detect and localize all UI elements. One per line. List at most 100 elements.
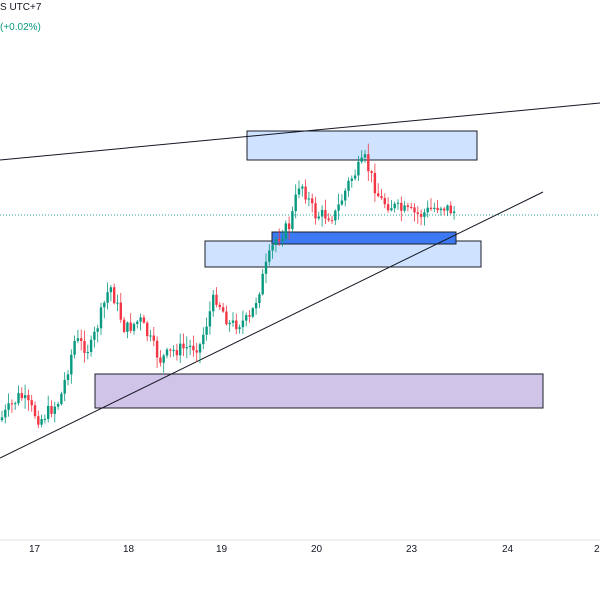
candle-body xyxy=(155,340,159,358)
candle-body xyxy=(337,204,340,211)
candle-body xyxy=(264,261,268,274)
candle-body xyxy=(311,198,314,204)
candle-body xyxy=(109,287,113,293)
candle-body xyxy=(413,207,416,213)
zones-layer xyxy=(94,130,544,409)
candle-body xyxy=(50,405,53,414)
candle-body xyxy=(202,334,205,345)
candle-body xyxy=(314,203,317,219)
candle-body xyxy=(284,223,287,239)
candle-body xyxy=(231,320,235,323)
x-tick-label: 17 xyxy=(29,544,41,555)
candle-body xyxy=(119,302,122,320)
candle-body xyxy=(238,327,241,330)
candle-body xyxy=(142,317,146,323)
candle-body xyxy=(274,238,278,246)
candle-body xyxy=(33,405,37,417)
candle-body xyxy=(416,212,419,214)
candle-body xyxy=(268,250,271,262)
candle-body xyxy=(162,355,165,363)
candle-body xyxy=(215,294,218,305)
candle-body xyxy=(386,204,390,211)
candle-body xyxy=(307,198,311,200)
candle-body xyxy=(83,340,86,353)
candle-body xyxy=(251,308,254,317)
candle-body xyxy=(363,154,367,158)
candle-body xyxy=(446,205,449,211)
candle-body xyxy=(406,205,410,207)
candle-body xyxy=(208,311,212,327)
candle-body xyxy=(139,317,142,322)
candle-body xyxy=(116,302,119,304)
candle-body xyxy=(324,209,327,219)
candle-body xyxy=(278,238,281,242)
candle-body xyxy=(330,220,334,222)
candle-body xyxy=(37,416,40,425)
demand-zone-purple[interactable] xyxy=(94,373,544,409)
candle-body xyxy=(383,198,386,205)
candle-body xyxy=(63,379,66,394)
candle-body xyxy=(113,287,116,304)
candle-body xyxy=(317,216,320,219)
candle-body xyxy=(291,211,294,230)
candle-body xyxy=(76,338,80,341)
candle-body xyxy=(344,190,347,201)
candle-body xyxy=(43,418,47,420)
candle-body xyxy=(347,180,350,191)
candle-body xyxy=(360,157,363,162)
candle-body xyxy=(281,238,284,242)
candle-body xyxy=(93,331,96,340)
candle-body xyxy=(4,409,7,418)
candle-body xyxy=(14,403,17,405)
candle-body xyxy=(241,320,245,328)
candle-body xyxy=(172,350,175,352)
x-tick-label: 19 xyxy=(216,544,228,555)
candle-body xyxy=(86,351,89,353)
candle-body xyxy=(66,374,70,380)
candle-body xyxy=(320,209,324,217)
x-tick-label: 23 xyxy=(406,544,418,555)
lower-trendline[interactable] xyxy=(0,191,544,459)
candle-body xyxy=(419,213,423,217)
candle-body xyxy=(17,393,20,404)
candle-body xyxy=(7,403,10,410)
candle-body xyxy=(20,393,23,399)
x-axis-labels: 17 18 19 20 23 24 2 xyxy=(29,544,600,555)
candle-body xyxy=(103,302,106,308)
candle-body xyxy=(175,350,179,356)
candle-body xyxy=(373,172,377,194)
candle-body xyxy=(377,193,380,197)
upper-trendline[interactable] xyxy=(0,102,600,161)
candle-body xyxy=(380,196,383,199)
x-tick-label: 2 xyxy=(594,544,600,555)
candle-body xyxy=(429,207,433,209)
candle-body xyxy=(449,205,452,214)
candle-body xyxy=(258,294,261,304)
candle-body xyxy=(129,322,132,331)
candle-body xyxy=(96,328,99,332)
demand-zone-dark[interactable] xyxy=(271,231,457,245)
candle-body xyxy=(169,349,172,351)
candle-body xyxy=(23,395,27,399)
demand-zone-mid[interactable] xyxy=(204,240,482,268)
candle-body xyxy=(73,340,76,355)
candle-body xyxy=(132,323,136,331)
candle-body xyxy=(452,211,456,214)
candle-body xyxy=(225,311,228,325)
candle-body xyxy=(340,200,344,205)
candle-body xyxy=(53,406,56,414)
candle-body xyxy=(393,203,396,209)
candle-body xyxy=(228,322,231,325)
candle-body xyxy=(357,161,360,176)
candle-body xyxy=(136,321,139,324)
candle-body xyxy=(370,171,373,173)
candle-body xyxy=(182,343,185,349)
x-tick-label: 20 xyxy=(311,544,323,555)
candle-body xyxy=(80,338,83,341)
candle-body xyxy=(56,404,60,407)
candle-body xyxy=(297,188,301,195)
candle-body xyxy=(367,154,370,172)
candle-body xyxy=(179,343,182,356)
